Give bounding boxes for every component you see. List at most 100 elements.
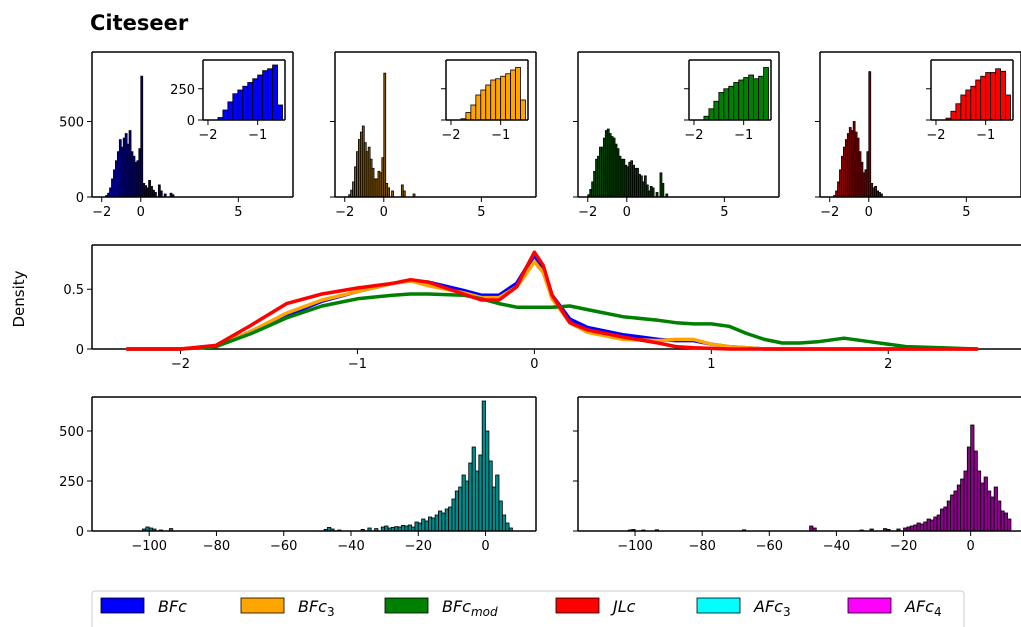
hist-AFc3-bar [468, 462, 473, 532]
hist-BFc_mod-xtick-label: −2 [578, 205, 597, 220]
legend-swatch-AFc4 [847, 597, 892, 614]
hist-AFc3-bar [481, 400, 486, 532]
hist-BFc_mod-inset-bar [763, 67, 769, 121]
legend-swatch-BFc_mod [384, 597, 429, 614]
legend-item-BFc_mod: BFcmod [384, 597, 498, 619]
hist-AFc3-axes: −100 −80 −60 −40 −20 0 0 250 500 [59, 396, 537, 554]
hist-BFc-ytick-label: 500 [59, 115, 84, 130]
hist-AFc3-bar [414, 521, 419, 532]
hist-BFc-inset-bar [257, 74, 264, 121]
hist-AFc3-xtick-label: −20 [405, 539, 432, 554]
hist-AFc3-bar [454, 490, 460, 532]
hist-BFc-inset-bar [267, 68, 273, 121]
hist-BFc-xtick-label: −2 [92, 205, 111, 220]
hist-BFc3-inset-xtick-label: −2 [441, 128, 460, 143]
hist-BFc_mod-xtick-label: 0 [623, 205, 631, 220]
legend-swatch-AFc3 [696, 597, 741, 614]
hist-AFc3-bar [444, 508, 449, 532]
hist-BFc-ytick-label: 0 [76, 191, 84, 206]
density-xtick-label: −1 [348, 357, 367, 372]
hist-JLc-inset-bar [990, 72, 997, 121]
hist-AFc4-bar [933, 516, 938, 532]
hist-JLc-axes: −2 0 5 −2 −1 [815, 51, 1021, 220]
hist-BFc3-inset-bar [520, 99, 526, 121]
density-xtick-label: 1 [707, 357, 715, 372]
hist-BFc-inset-bar [242, 85, 249, 121]
hist-BFc-inset-bar [272, 64, 278, 121]
hist-BFc-inset-xtick-label: −1 [248, 128, 267, 143]
hist-JLc-xtick-label: −2 [820, 205, 839, 220]
legend-swatch-BFc3 [240, 597, 285, 614]
hist-JLc-inset-bar [980, 75, 987, 121]
hist-AFc4-bar [913, 524, 918, 532]
hist-BFc3-inset: −2 −1 [441, 59, 529, 143]
hist-AFc3-bar [441, 512, 446, 532]
hist-AFc3-bar [417, 522, 423, 532]
hist-JLc-inset-bar [985, 72, 992, 121]
hist-AFc3-bar [501, 514, 507, 532]
density-ylabel: Density [10, 270, 28, 327]
hist-AFc3-bar [491, 486, 497, 532]
hist-AFc3-xtick-label: −80 [203, 539, 230, 554]
legend-label-JLc: JLc [610, 597, 636, 616]
hist-BFc3-inset-bar [495, 78, 502, 121]
hist-AFc3-bar [471, 446, 476, 532]
hist-AFc4-bar [976, 470, 982, 532]
hist-BFc_mod-inset: −2 −1 [684, 59, 772, 143]
hist-AFc4-bar [946, 500, 951, 532]
hist-BFc3-inset-bar [470, 104, 477, 121]
hist-JLc-inset-bar [975, 79, 982, 121]
hist-AFc4-bar [963, 470, 968, 532]
hist-BFc-xtick-label: 0 [137, 205, 145, 220]
hist-BFc3-bar [387, 187, 391, 198]
hist-BFc3-xtick-label: 5 [477, 205, 485, 220]
hist-AFc3-bar [431, 517, 436, 532]
hist-BFc3-inset-bar [510, 69, 516, 121]
hist-AFc4-xtick-label: −40 [823, 539, 850, 554]
hist-JLc-bar [868, 71, 872, 198]
hist-BFc3-bar [391, 190, 394, 198]
hist-AFc4-xtick-label: −60 [756, 539, 783, 554]
hist-AFc3-bar [438, 510, 443, 532]
hist-AFc3-bar [498, 500, 503, 532]
hist-BFc3-inset-bar [505, 73, 512, 121]
hist-AFc3-bar [461, 474, 466, 532]
hist-BFc3-axes: −2 0 5 −2 −1 [330, 51, 537, 220]
hist-BFc-inset-bar [252, 78, 259, 121]
hist-BFc_mod-inset-bar [753, 78, 759, 121]
density-xtick-label: 2 [884, 357, 892, 372]
hist-BFc_mod-inset-bar [733, 82, 740, 121]
hist-BFc3-inset-bar [465, 112, 472, 121]
legend-swatch-BFc [100, 597, 145, 614]
hist-AFc4-bar [926, 518, 931, 532]
hist-BFc_mod-inset-xtick-label: −1 [734, 128, 753, 143]
hist-JLc-inset-bar [995, 68, 1001, 121]
hist-AFc3-bar [458, 486, 463, 532]
hist-AFc4-bar [997, 500, 1002, 532]
hist-AFc3-xtick-label: 0 [481, 539, 489, 554]
hist-AFc4-bar [993, 486, 998, 532]
legend-label-BFc_mod: BFcmod [442, 597, 498, 619]
hist-AFc4-bar [916, 522, 921, 532]
hist-JLc-xtick-label: 0 [865, 205, 873, 220]
hist-BFc_mod-inset-xtick-label: −2 [684, 128, 703, 143]
hist-AFc3-xtick-label: −40 [337, 539, 364, 554]
hist-JLc-inset-bar [955, 103, 962, 121]
hist-AFc4-xtick-label: −20 [890, 539, 917, 554]
hist-JLc-inset-bar [1005, 94, 1011, 121]
hist-BFc_mod-inset-bar [743, 77, 750, 121]
hist-BFc_mod-bar [661, 183, 665, 198]
hist-BFc_mod-inset-bar [738, 79, 745, 121]
density-ytick-label: 0.5 [63, 283, 84, 298]
legend-swatch-JLc [555, 597, 600, 614]
hist-JLc-inset-bar [960, 94, 967, 121]
density-line-BFc3 [125, 259, 979, 351]
hist-JLc-inset: −2 −1 [926, 59, 1014, 143]
hist-AFc4-xtick-label: 0 [967, 539, 975, 554]
hist-BFc3-inset-xtick-label: −1 [491, 128, 510, 143]
hist-AFc3-ytick-label: 250 [59, 475, 84, 490]
hist-BFc3-inset-bar [485, 84, 492, 121]
hist-BFc3-inset-bar [515, 67, 521, 121]
hist-AFc3-bar [407, 524, 412, 532]
legend-label-BFc3: BFc3 [298, 597, 335, 619]
